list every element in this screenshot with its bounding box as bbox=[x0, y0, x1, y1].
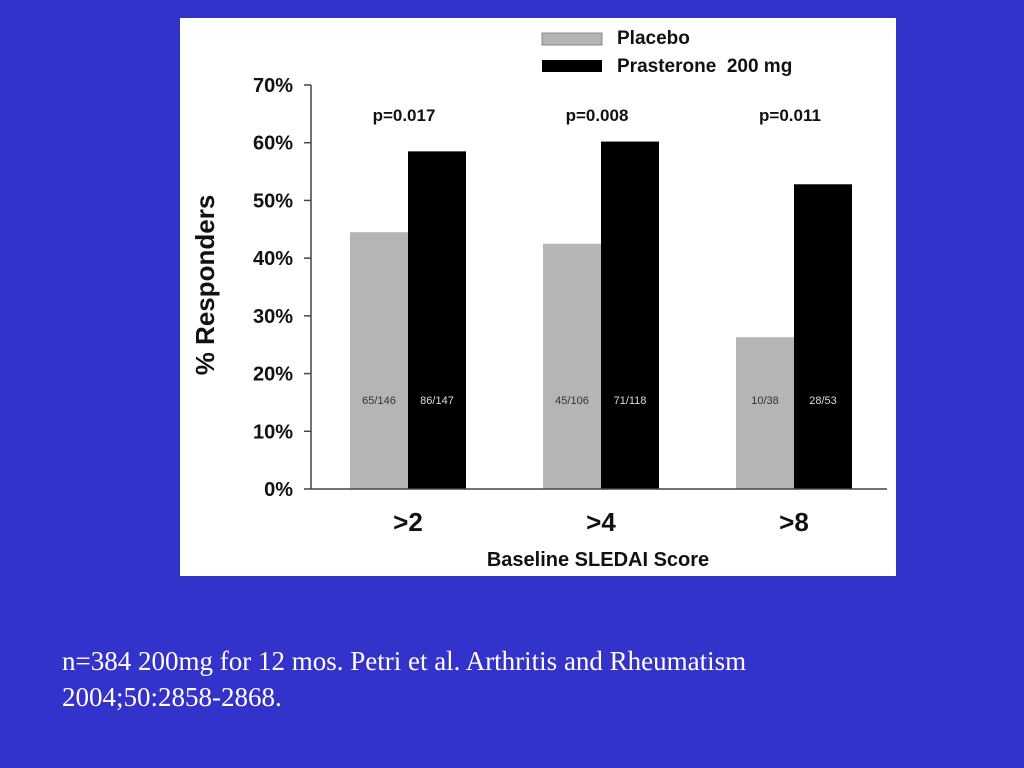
bar-prasterone bbox=[794, 184, 852, 490]
bar-prasterone bbox=[601, 141, 659, 489]
bar-chart: Placebo Prasterone 200 mg % Responders B… bbox=[190, 28, 887, 571]
legend: Placebo Prasterone 200 mg bbox=[541, 28, 792, 77]
x-axis-title: Baseline SLEDAI Score bbox=[487, 549, 709, 571]
caption-line-1: n=384 200mg for 12 mos. Petri et al. Art… bbox=[62, 646, 747, 676]
legend-label-prasterone: Prasterone 200 mg bbox=[617, 56, 792, 77]
x-axis-ticks: >2 >4 >8 bbox=[393, 507, 809, 537]
bar-data-label: 65/146 bbox=[362, 395, 396, 407]
y-tick-label: 50% bbox=[253, 190, 293, 212]
bar-placebo bbox=[543, 243, 601, 489]
caption-line-2: 2004;50:2858-2868. bbox=[62, 682, 282, 712]
y-axis-ticks: 0% 10% 20% 30% 40% 50% 60% 70% bbox=[253, 75, 311, 501]
bar-data-label: 10/38 bbox=[751, 395, 779, 407]
bar-data-label: 28/53 bbox=[809, 395, 837, 407]
y-tick-label: 30% bbox=[253, 306, 293, 328]
legend-swatch-placebo bbox=[541, 32, 603, 46]
y-tick-label: 10% bbox=[253, 421, 293, 443]
y-axis-title: % Responders bbox=[190, 195, 220, 376]
citation-caption: n=384 200mg for 12 mos. Petri et al. Art… bbox=[62, 643, 962, 715]
bar-data-label: 71/118 bbox=[614, 395, 647, 407]
chart-panel: Placebo Prasterone 200 mg % Responders B… bbox=[180, 18, 896, 576]
p-value-label: p=0.017 bbox=[373, 106, 436, 125]
legend-swatch-prasterone bbox=[542, 60, 602, 72]
bar-data-label: 86/147 bbox=[420, 395, 454, 407]
y-tick-label: 70% bbox=[253, 75, 293, 97]
bar-prasterone bbox=[408, 151, 466, 489]
bar-placebo bbox=[350, 232, 408, 489]
bar-data-label: 45/106 bbox=[555, 395, 589, 407]
p-value-label: p=0.008 bbox=[566, 106, 629, 125]
x-tick-label: >2 bbox=[393, 507, 423, 537]
x-tick-label: >4 bbox=[586, 507, 616, 537]
y-tick-label: 40% bbox=[253, 248, 293, 270]
x-tick-label: >8 bbox=[779, 507, 809, 537]
legend-label-placebo: Placebo bbox=[617, 28, 690, 49]
y-tick-label: 60% bbox=[253, 133, 293, 155]
bars: 65/146 86/147 45/106 71/118 10/38 28/53 bbox=[350, 141, 852, 490]
p-value-label: p=0.011 bbox=[759, 106, 821, 125]
y-tick-label: 20% bbox=[253, 364, 293, 386]
p-value-annotations: p=0.017 p=0.008 p=0.011 bbox=[373, 106, 821, 125]
bar-placebo bbox=[736, 337, 794, 489]
y-tick-label: 0% bbox=[264, 479, 293, 501]
